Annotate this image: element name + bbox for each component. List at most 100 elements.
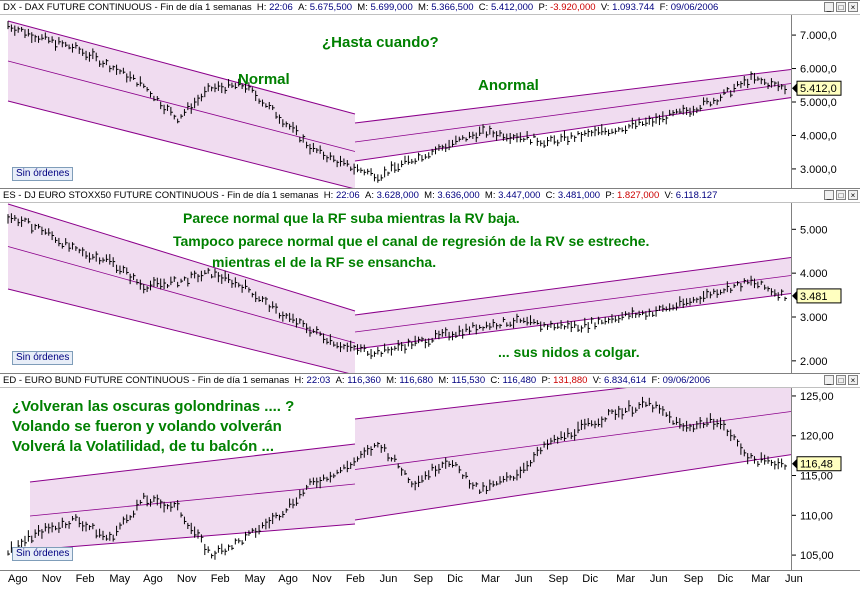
y-tick-label: 125,00 bbox=[800, 391, 834, 403]
bund-y-axis: 125,00 120,00 115,00 110,00 105,00 116,48 bbox=[791, 388, 860, 571]
channel-lower-line bbox=[7, 100, 356, 189]
orders-badge[interactable]: Sin órdenes bbox=[12, 547, 74, 561]
y-tick-label: 5.000,0 bbox=[800, 97, 837, 109]
x-tick-label: Feb bbox=[210, 573, 230, 585]
last-value-box bbox=[796, 456, 842, 472]
stoxx-pane: ES - DJ EURO STOXX50 FUTURE CONTINUOUS -… bbox=[0, 188, 860, 374]
x-tick-label: Jun bbox=[785, 573, 803, 585]
close-button[interactable]: × bbox=[848, 190, 858, 200]
y-tick-label: 3.000 bbox=[800, 312, 828, 324]
channel-upper-line bbox=[7, 20, 356, 115]
last-value-box bbox=[796, 80, 842, 96]
y-tick-label: 4.000 bbox=[800, 268, 828, 280]
window-buttons: _ □ × bbox=[822, 2, 858, 13]
last-value-pointer bbox=[792, 290, 797, 301]
stoxx-y-axis: 5.000 4.000 3.000 2.000 3.481 bbox=[791, 203, 860, 374]
last-value-label: 3.481 bbox=[800, 291, 828, 303]
x-tick-label: May bbox=[244, 573, 266, 585]
channel-lower-line bbox=[354, 453, 792, 521]
x-tick-label: Nov bbox=[312, 573, 332, 585]
x-tick-label: Dic bbox=[717, 573, 734, 585]
channel-lower-line bbox=[7, 288, 354, 374]
stoxx-plot[interactable] bbox=[0, 203, 792, 374]
x-tick-label: Feb bbox=[345, 573, 365, 585]
bund-plot[interactable] bbox=[0, 388, 792, 571]
x-tick-label: Dic bbox=[582, 573, 599, 585]
x-tick-label: Mar bbox=[616, 573, 636, 585]
minimize-button[interactable]: _ bbox=[824, 2, 834, 12]
annotation-line-2: Tampoco parece normal que el canal de re… bbox=[173, 233, 650, 249]
regression-channel-fill bbox=[8, 204, 355, 374]
dax-y-axis: 7.000,0 6.000,0 5.000,0 4.000,0 3.000,0 5.412… bbox=[791, 15, 860, 189]
x-tick-label: May bbox=[109, 573, 131, 585]
y-tick-label: 4.000,0 bbox=[800, 130, 837, 142]
annotation-line-3: mientras el de la RF se ensancha. bbox=[212, 254, 437, 270]
annotation-nests: ... sus nidos a colgar. bbox=[498, 344, 640, 360]
annotation-verse-2: Volando se fueron y volando volverán bbox=[12, 418, 282, 435]
channel-upper-line bbox=[29, 443, 356, 483]
channel-mid-line bbox=[29, 483, 356, 517]
y-tick-label: 115,00 bbox=[800, 471, 833, 483]
dax-pane: DX - DAX FUTURE CONTINUOUS - Fin de día … bbox=[0, 0, 860, 189]
x-tick-label: Ago bbox=[143, 573, 163, 585]
x-tick-label: Ago bbox=[8, 573, 28, 585]
regression-channel-fill bbox=[355, 388, 792, 520]
x-tick-label: Jun bbox=[649, 573, 668, 585]
window-buttons: _ □ × bbox=[822, 375, 858, 386]
last-value-label: 116,48 bbox=[800, 459, 833, 471]
pane-title: ED - EURO BUND FUTURE CONTINUOUS - Fin d… bbox=[3, 375, 290, 386]
regression-channel-fill bbox=[355, 257, 792, 349]
channel-lower-line bbox=[354, 96, 792, 162]
x-tick-label: Jun bbox=[379, 573, 398, 585]
channel-upper-line bbox=[354, 388, 627, 420]
annotation-verse-1: ¿Volveran las oscuras golondrinas .... ? bbox=[12, 398, 295, 415]
bund-header: ED - EURO BUND FUTURE CONTINUOUS - Fin d… bbox=[0, 374, 860, 388]
dax-plot[interactable] bbox=[0, 15, 792, 189]
channel-mid-line bbox=[7, 246, 356, 344]
channel-lower-line bbox=[29, 523, 356, 551]
pane-title: ES - DJ EURO STOXX50 FUTURE CONTINUOUS -… bbox=[3, 190, 319, 201]
regression-channel-fill bbox=[8, 21, 355, 189]
y-tick-label: 105,00 bbox=[800, 550, 834, 562]
orders-badge[interactable]: Sin órdenes bbox=[12, 351, 74, 365]
last-value-box bbox=[796, 288, 842, 304]
close-button[interactable]: × bbox=[848, 375, 858, 385]
last-value-label: 5.412,0 bbox=[800, 83, 837, 95]
maximize-button[interactable]: □ bbox=[836, 375, 846, 385]
dax-header: DX - DAX FUTURE CONTINUOUS - Fin de día … bbox=[0, 1, 860, 15]
y-tick-label: 2.000 bbox=[800, 356, 828, 368]
y-tick-label: 120,00 bbox=[800, 431, 834, 443]
annotation-abnormal: Anormal bbox=[478, 77, 539, 94]
regression-channel-fill bbox=[30, 444, 355, 550]
close-button[interactable]: × bbox=[848, 2, 858, 12]
channel-upper-line bbox=[7, 203, 356, 312]
x-tick-label: Mar bbox=[480, 573, 500, 585]
y-tick-label: 7.000,0 bbox=[800, 30, 837, 42]
time-x-axis: Ago Nov Feb May Ago Nov Feb May Ago Nov Feb Jun Sep D… bbox=[0, 570, 860, 590]
annotation-verse-3: Volverá la Volatilidad, de tu balcón ... bbox=[12, 438, 275, 455]
y-tick-label: 110,00 bbox=[800, 510, 833, 522]
last-value-pointer bbox=[792, 83, 797, 94]
annotation-question: ¿Hasta cuando? bbox=[322, 34, 439, 51]
maximize-button[interactable]: □ bbox=[836, 190, 846, 200]
x-tick-label: Ago bbox=[278, 573, 298, 585]
x-tick-label: Sep bbox=[413, 573, 433, 585]
channel-mid-line bbox=[354, 274, 792, 333]
bund-pane: ED - EURO BUND FUTURE CONTINUOUS - Fin d… bbox=[0, 373, 860, 571]
orders-badge[interactable]: Sin órdenes bbox=[12, 167, 74, 181]
minimize-button[interactable]: _ bbox=[824, 190, 834, 200]
y-tick-label: 3.000,0 bbox=[800, 164, 837, 176]
x-tick-label: Sep bbox=[683, 573, 704, 585]
annotation-line-1: Parece normal que la RF suba mientras la… bbox=[183, 210, 520, 226]
y-tick-label: 6.000,0 bbox=[800, 64, 837, 76]
stoxx-header: ES - DJ EURO STOXX50 FUTURE CONTINUOUS -… bbox=[0, 189, 860, 203]
channel-mid-line bbox=[354, 82, 792, 143]
minimize-button[interactable]: _ bbox=[824, 375, 834, 385]
last-value-pointer bbox=[792, 458, 797, 469]
annotation-normal: Normal bbox=[238, 71, 290, 88]
channel-mid-line bbox=[7, 60, 356, 152]
x-tick-label: Jun bbox=[514, 573, 533, 585]
maximize-button[interactable]: □ bbox=[836, 2, 846, 12]
channel-upper-line bbox=[354, 68, 792, 124]
window-buttons: _ □ × bbox=[822, 190, 858, 201]
